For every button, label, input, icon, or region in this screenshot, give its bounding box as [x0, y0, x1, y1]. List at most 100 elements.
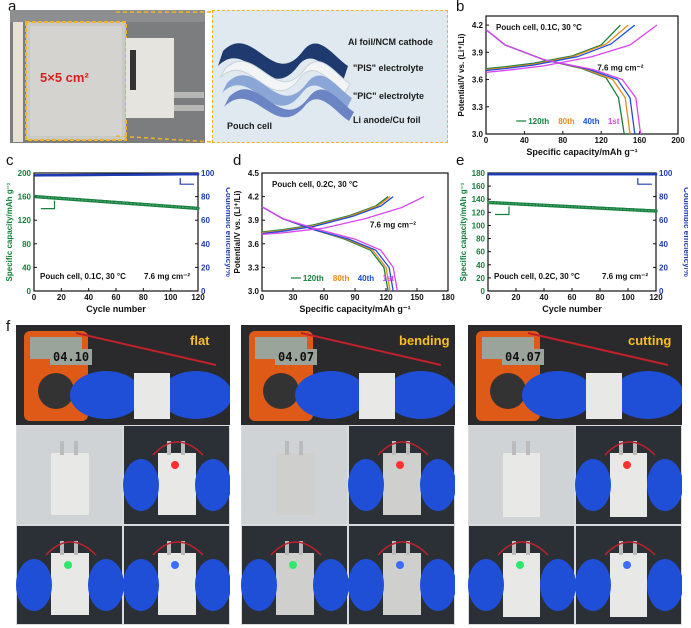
legend-120th: 120th [528, 117, 549, 126]
efficiency-point [143, 173, 146, 176]
panel-label-f: f [6, 318, 11, 335]
efficiency-point [114, 173, 118, 176]
chart-b-voltage-profiles: 0 40 80 120 160 200 3.0 3.3 3.6 3.9 4.2 Specific ca… [457, 15, 685, 157]
efficiency-point [120, 173, 123, 176]
glove-hand [420, 459, 455, 511]
pouch-cell [276, 453, 314, 515]
efficiency-point [172, 173, 175, 176]
led-wire [45, 541, 97, 556]
efficiency-point [519, 172, 522, 176]
efficiency-point [36, 174, 40, 177]
y-tick-label: 180 [472, 169, 486, 178]
efficiency-point [492, 172, 495, 176]
efficiency-point [185, 173, 189, 176]
efficiency-point [125, 173, 129, 176]
y-tick-label: 80 [476, 235, 485, 244]
tab [633, 541, 637, 555]
efficiency-point [643, 172, 646, 176]
efficiency-point [165, 173, 168, 176]
efficiency-point [649, 172, 652, 176]
x-tick-label: 200 [671, 136, 685, 145]
led-light [289, 561, 297, 569]
x-tick-label: 150 [410, 293, 424, 302]
efficiency-point [626, 172, 630, 176]
efficiency-point [538, 172, 541, 176]
efficiency-point [639, 172, 642, 176]
tab [167, 541, 171, 555]
multimeter-dial [490, 373, 526, 409]
efficiency-point [116, 173, 119, 176]
efficiency-point [505, 172, 508, 176]
efficiency-point [614, 172, 617, 176]
efficiency-point [558, 172, 561, 176]
pouch-cell [134, 373, 170, 419]
efficiency-point [139, 173, 142, 176]
efficiency-point [127, 173, 130, 176]
efficiency-point [645, 172, 648, 176]
efficiency-point [34, 174, 37, 177]
x-axis-label: Cycle number [86, 304, 146, 314]
efficiency-point [531, 172, 534, 176]
efficiency-point [587, 172, 590, 176]
series-1st-discharge-line [485, 29, 642, 135]
tab [74, 541, 78, 555]
tab [512, 441, 516, 455]
efficiency-point [187, 173, 190, 176]
efficiency-point [106, 173, 109, 177]
efficiency-point [506, 172, 509, 176]
efficiency-point [177, 173, 181, 176]
tab [285, 441, 289, 455]
efficiency-point [179, 173, 182, 176]
efficiency-point [102, 173, 105, 177]
efficiency-point [128, 173, 131, 176]
glove-hand [160, 371, 230, 419]
x-tick-label: 20 [57, 293, 66, 302]
efficiency-point [502, 172, 505, 176]
efficiency-point [642, 172, 645, 176]
efficiency-point [493, 172, 497, 176]
efficiency-point [146, 173, 149, 176]
efficiency-point [491, 172, 494, 176]
glove-hand [385, 371, 455, 419]
efficiency-point [60, 173, 63, 177]
efficiency-point [92, 173, 96, 177]
efficiency-point [132, 173, 135, 176]
tab [181, 541, 185, 555]
layer-label-anode: Li anode/Cu foil [353, 115, 421, 125]
x-tick-label: 40 [84, 293, 93, 302]
tab [299, 541, 303, 555]
efficiency-point [507, 172, 511, 176]
efficiency-point [84, 173, 88, 177]
efficiency-point [98, 173, 101, 177]
x-tick-label: 80 [558, 136, 567, 145]
efficiency-point [605, 172, 609, 176]
efficiency-point [41, 174, 44, 177]
led-light [623, 561, 631, 569]
x-tick-label: 80 [139, 293, 148, 302]
series-1st-charge-line [261, 196, 425, 236]
y-tick-label: 20 [476, 274, 485, 283]
efficiency-point [99, 173, 103, 177]
chart-d-voltage-profiles: 0 30 60 90 120 150 180 3.0 3.3 3.6 3.9 4.2 4.5 Specif… [233, 169, 455, 314]
multimeter-dial [38, 373, 74, 409]
x-tick-label: 120 [191, 293, 205, 302]
efficiency-point [87, 173, 90, 177]
led-light [171, 561, 179, 569]
y-tick-label: 3.6 [472, 76, 484, 85]
layer-label-cathode: Al foil/NCM cathode [348, 37, 433, 47]
efficiency-point [617, 172, 620, 176]
y2-axis-label: Coulombic efficiency/% [682, 187, 688, 277]
efficiency-point [131, 173, 134, 176]
efficiency-point [39, 174, 43, 177]
efficiency-point [180, 173, 183, 176]
efficiency-point [612, 172, 616, 176]
efficiency-point [135, 173, 138, 176]
efficiency-point [170, 173, 174, 176]
led-wire [270, 541, 322, 556]
y2-tick-label: 60 [659, 216, 668, 225]
efficiency-point [552, 172, 555, 176]
cut-pouch-cell [610, 453, 647, 517]
efficiency-point [496, 172, 499, 176]
y-tick-label: 0 [27, 287, 32, 296]
led-wire [152, 541, 204, 556]
